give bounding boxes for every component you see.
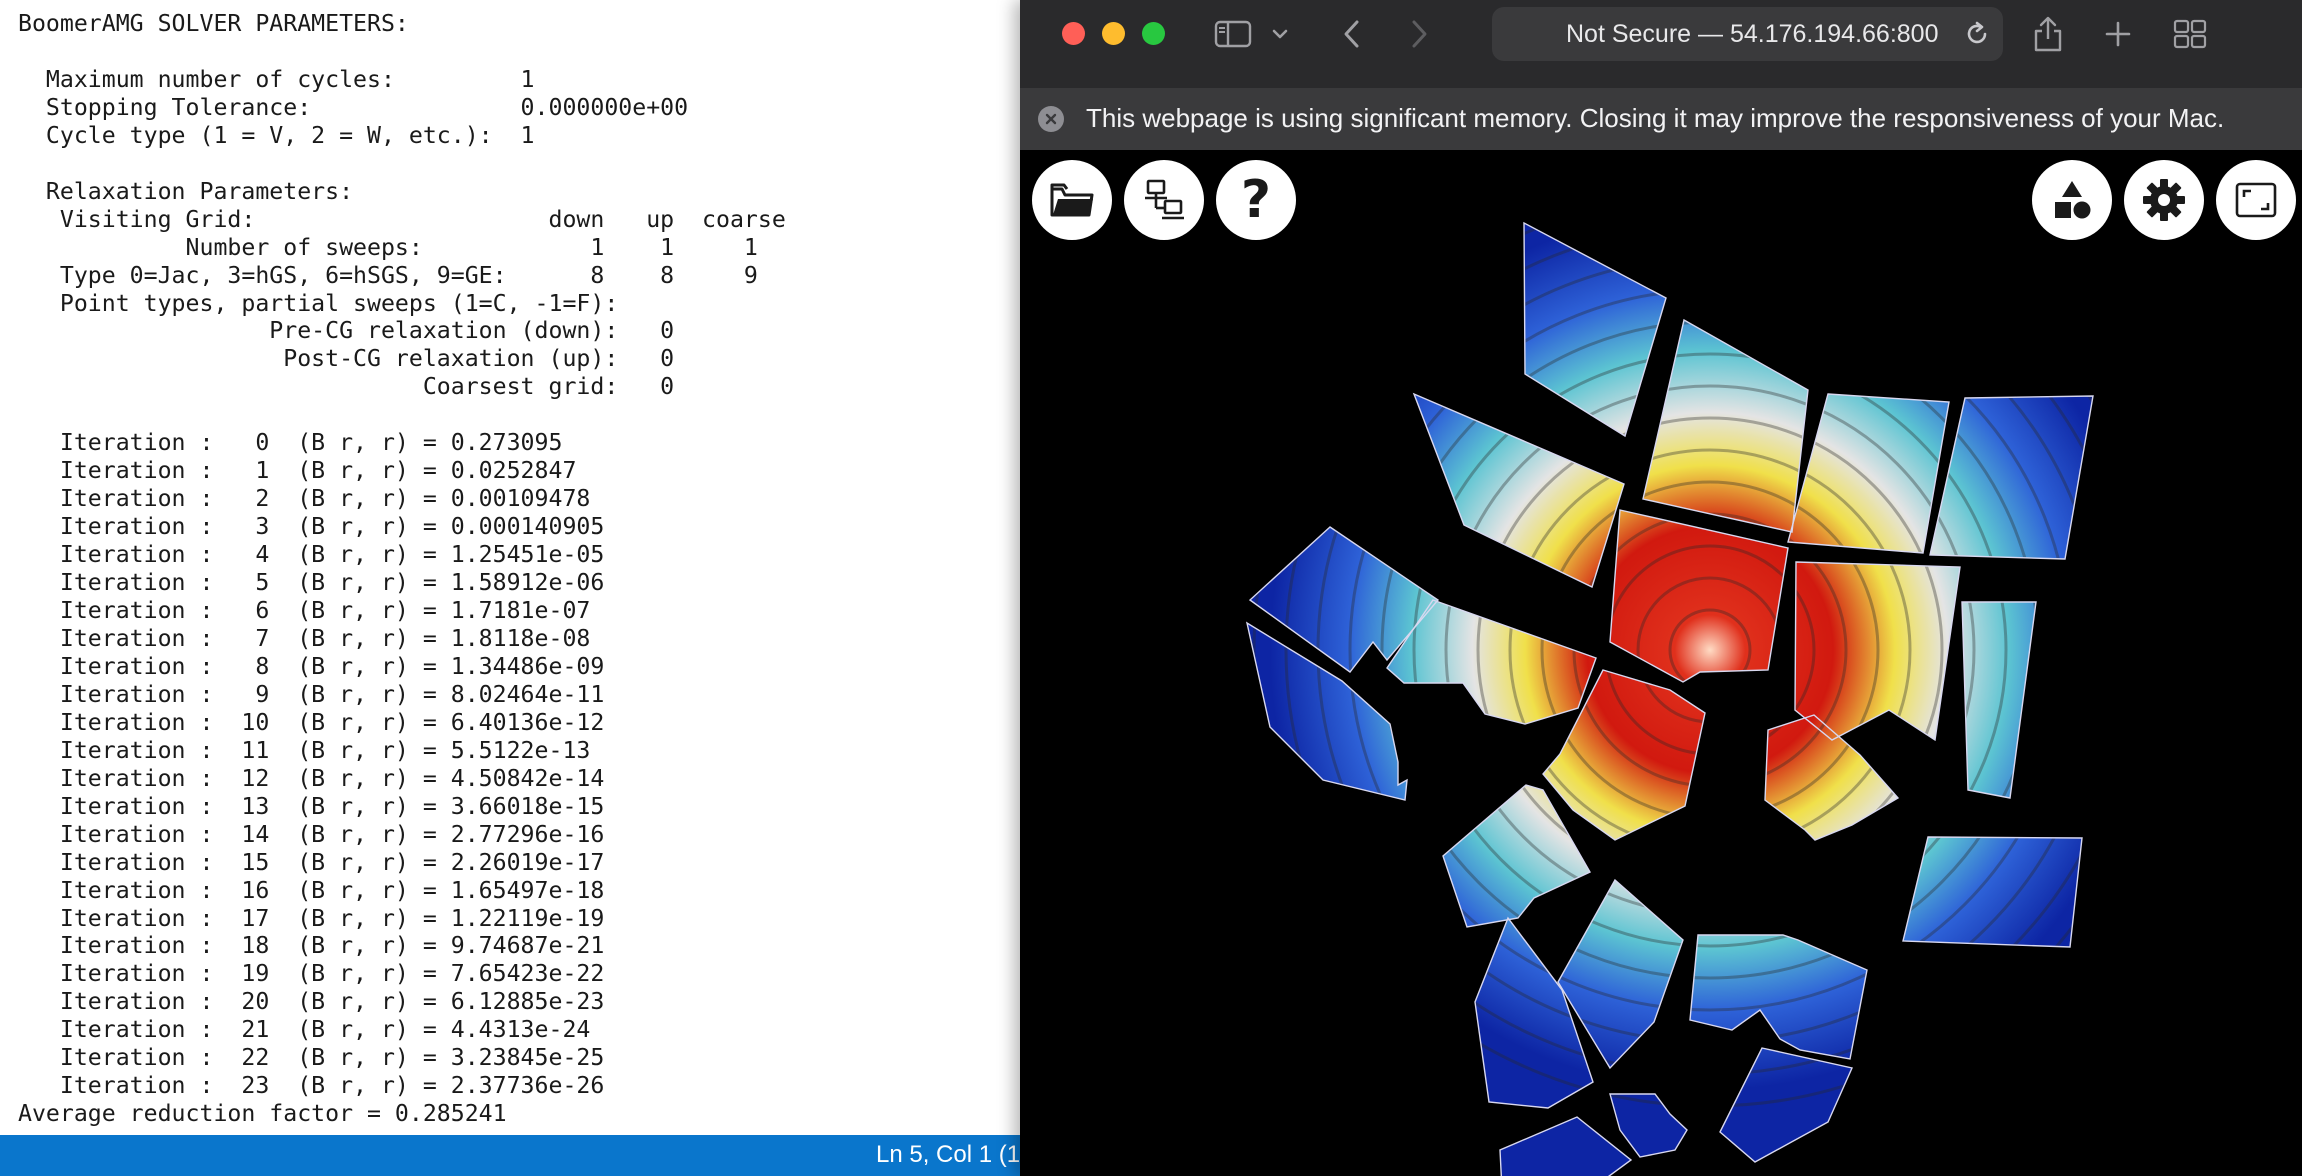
memory-warning-banner: This webpage is using significant memory… bbox=[1020, 88, 2302, 150]
back-icon bbox=[1344, 20, 1359, 48]
mesh-element bbox=[1787, 393, 1950, 554]
mesh-element bbox=[1442, 784, 1591, 928]
memory-warning-text: This webpage is using significant memory… bbox=[1086, 103, 2225, 133]
field-color-fill bbox=[1247, 223, 2093, 1176]
mesh-element bbox=[1474, 916, 1594, 1109]
shapes-icon bbox=[2055, 181, 2091, 219]
folder-icon bbox=[1050, 183, 1094, 217]
mesh-element bbox=[1412, 392, 1625, 588]
close-icon bbox=[1045, 113, 1057, 125]
mesh-element bbox=[1609, 1093, 1688, 1158]
help-icon: ? bbox=[1240, 170, 1272, 230]
share-icon bbox=[2034, 16, 2062, 52]
mesh-element bbox=[1719, 1047, 1853, 1163]
plus-icon bbox=[2105, 21, 2131, 47]
back-button[interactable] bbox=[1338, 14, 1366, 54]
network-icon bbox=[1145, 179, 1184, 220]
mesh-element bbox=[1929, 395, 2094, 560]
dismiss-banner-button[interactable] bbox=[1038, 106, 1064, 132]
tab-overview-button[interactable] bbox=[2170, 14, 2210, 54]
gear-icon bbox=[2143, 179, 2185, 221]
mesh-element bbox=[1248, 526, 1440, 673]
mesh-field-group bbox=[1247, 223, 2093, 1176]
grid-icon bbox=[2173, 19, 2207, 49]
sidebar-icon bbox=[1214, 20, 1252, 48]
help-button[interactable]: ? bbox=[1216, 160, 1296, 240]
browser-toolbar: Not Secure — 54.176.194.66:800 bbox=[1020, 0, 2302, 89]
address-text[interactable]: Not Secure — 54.176.194.66:800 bbox=[1566, 20, 1939, 48]
mesh-element bbox=[1499, 1116, 1633, 1176]
open-file-button[interactable] bbox=[1032, 160, 1112, 240]
reload-button[interactable] bbox=[1959, 15, 1995, 53]
mesh-element bbox=[1557, 878, 1684, 1070]
minimize-window-button[interactable] bbox=[1102, 22, 1125, 45]
mesh-element bbox=[1642, 318, 1809, 533]
close-window-button[interactable] bbox=[1062, 22, 1085, 45]
mesh-element bbox=[1245, 621, 1408, 801]
fullscreen-button[interactable] bbox=[2216, 160, 2296, 240]
share-button[interactable] bbox=[2028, 14, 2068, 54]
mesh-element bbox=[1386, 599, 1597, 725]
fullscreen-icon bbox=[2235, 182, 2277, 218]
contour-line bbox=[1412, 352, 2008, 948]
chevron-down-icon bbox=[1272, 29, 1288, 39]
mesh-element bbox=[1902, 836, 2083, 948]
solution-visualization[interactable] bbox=[1020, 150, 2302, 1176]
mesh-element bbox=[1764, 714, 1900, 841]
address-bar[interactable]: Not Secure — 54.176.194.66:800 bbox=[1492, 7, 2003, 61]
sidebar-toggle-button[interactable] bbox=[1212, 14, 1254, 54]
mesh-element bbox=[1523, 221, 1667, 438]
mesh-element bbox=[1542, 669, 1706, 841]
shapes-button[interactable] bbox=[2032, 160, 2112, 240]
new-tab-button[interactable] bbox=[2098, 14, 2138, 54]
forward-icon bbox=[1412, 20, 1427, 48]
mesh-element bbox=[1689, 934, 1868, 1060]
glvis-viewer[interactable]: ? bbox=[1020, 150, 2302, 1176]
reload-icon bbox=[1967, 21, 1987, 44]
tab-group-menu-button[interactable] bbox=[1270, 14, 1290, 54]
mesh-element bbox=[1961, 601, 2037, 799]
cursor-position[interactable]: Ln 5, Col 1 (1 bbox=[876, 1141, 1020, 1168]
settings-button[interactable] bbox=[2124, 160, 2204, 240]
terminal-panel[interactable]: BoomerAMG SOLVER PARAMETERS: Maximum num… bbox=[0, 0, 1020, 1135]
browser-window: Not Secure — 54.176.194.66:800 This webp… bbox=[1020, 0, 2302, 1176]
mesh-element bbox=[1609, 509, 1789, 683]
terminal-output: BoomerAMG SOLVER PARAMETERS: Maximum num… bbox=[18, 10, 786, 1128]
element-outlines bbox=[1245, 221, 2094, 1176]
forward-button[interactable] bbox=[1405, 14, 1433, 54]
network-button[interactable] bbox=[1124, 160, 1204, 240]
mesh-element bbox=[1794, 561, 1961, 742]
maximize-window-button[interactable] bbox=[1142, 22, 1165, 45]
status-bar: Ln 5, Col 1 (1 bbox=[0, 1135, 1020, 1176]
